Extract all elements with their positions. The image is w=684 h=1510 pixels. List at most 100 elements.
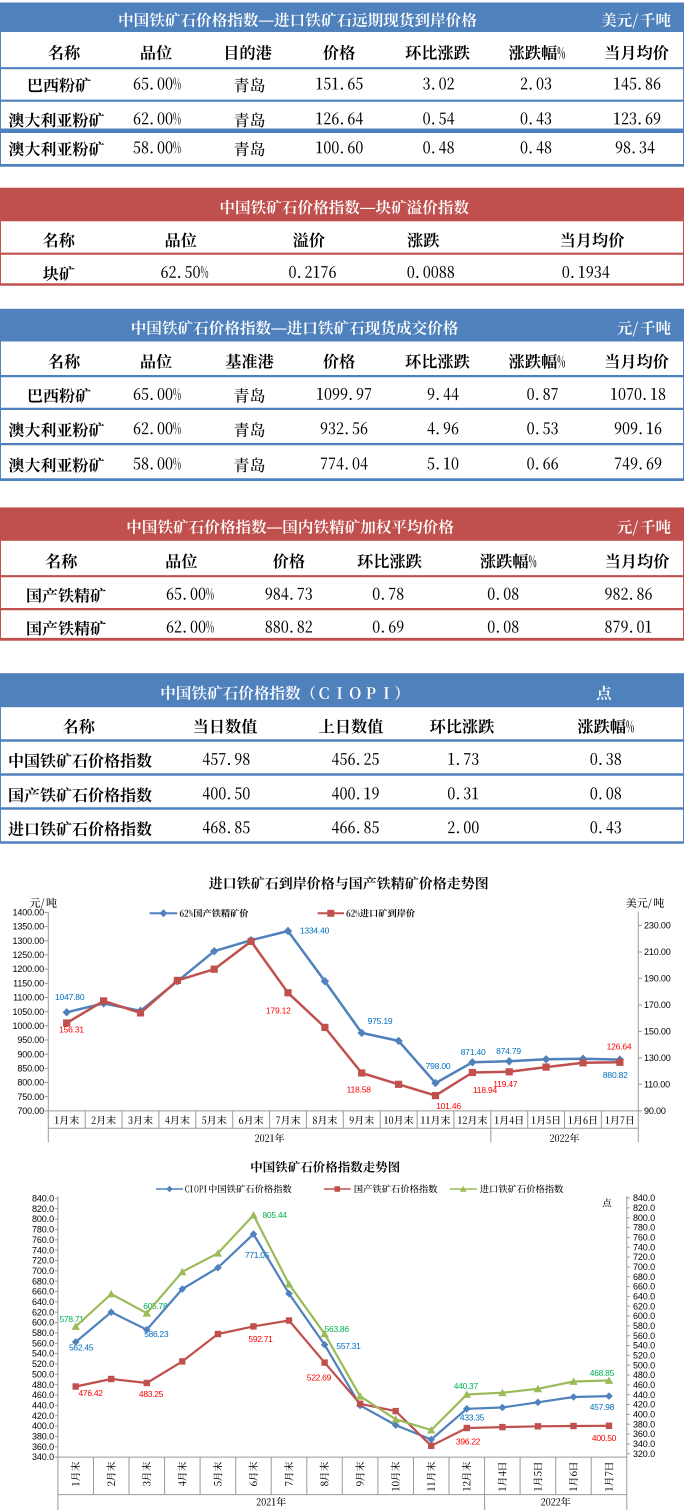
svg-text:1050.00: 1050.00 [13, 1007, 45, 1017]
svg-text:800.0: 800.0 [633, 1213, 655, 1223]
svg-text:562.45: 562.45 [69, 1342, 94, 1352]
svg-text:640.0: 640.0 [32, 1297, 54, 1307]
svg-text:400.50: 400.50 [592, 1433, 617, 1443]
svg-text:700.00: 700.00 [17, 1106, 44, 1116]
svg-text:440.0: 440.0 [633, 1390, 655, 1400]
svg-text:118.94: 118.94 [473, 1085, 498, 1095]
svg-text:850.00: 850.00 [17, 1064, 44, 1074]
svg-text:118.58: 118.58 [347, 1085, 372, 1095]
svg-text:480.0: 480.0 [32, 1380, 54, 1390]
svg-text:1250.00: 1250.00 [13, 950, 45, 960]
svg-text:640.0: 640.0 [633, 1292, 655, 1302]
svg-text:874.79: 874.79 [496, 1046, 521, 1056]
svg-text:871.40: 871.40 [461, 1047, 486, 1057]
svg-text:605.78: 605.78 [143, 1301, 168, 1311]
svg-text:560.0: 560.0 [32, 1338, 54, 1348]
svg-text:950.00: 950.00 [17, 1035, 44, 1045]
svg-text:580.0: 580.0 [633, 1321, 655, 1331]
svg-text:840.0: 840.0 [32, 1194, 54, 1204]
svg-text:468.85: 468.85 [590, 1368, 615, 1378]
svg-text:520.0: 520.0 [633, 1351, 655, 1361]
svg-text:660.0: 660.0 [32, 1287, 54, 1297]
svg-text:680.0: 680.0 [32, 1276, 54, 1286]
svg-text:500.0: 500.0 [633, 1360, 655, 1370]
svg-text:130.00: 130.00 [644, 1053, 671, 1063]
svg-text:440.0: 440.0 [32, 1401, 54, 1411]
svg-text:360.0: 360.0 [633, 1429, 655, 1439]
svg-text:457.98: 457.98 [590, 1402, 615, 1412]
svg-text:522.69: 522.69 [307, 1372, 332, 1382]
svg-text:483.25: 483.25 [139, 1389, 164, 1399]
svg-text:740.0: 740.0 [32, 1245, 54, 1255]
svg-text:563.86: 563.86 [325, 1324, 350, 1334]
svg-text:760.0: 760.0 [633, 1233, 655, 1243]
svg-text:500.0: 500.0 [32, 1369, 54, 1379]
svg-text:620.0: 620.0 [633, 1301, 655, 1311]
svg-text:110.00: 110.00 [644, 1079, 670, 1089]
svg-text:400.0: 400.0 [633, 1410, 655, 1420]
svg-text:1334.40: 1334.40 [300, 926, 330, 936]
svg-text:750.00: 750.00 [17, 1092, 44, 1102]
svg-text:420.0: 420.0 [32, 1411, 54, 1421]
svg-text:1047.80: 1047.80 [55, 992, 85, 1002]
svg-text:900.00: 900.00 [17, 1049, 44, 1059]
svg-text:476.42: 476.42 [78, 1388, 103, 1398]
svg-text:190.00: 190.00 [644, 974, 671, 984]
svg-text:540.0: 540.0 [32, 1349, 54, 1359]
svg-text:396.22: 396.22 [456, 1436, 481, 1446]
svg-text:720.0: 720.0 [633, 1252, 655, 1262]
svg-text:586.23: 586.23 [144, 1329, 169, 1339]
svg-text:440.37: 440.37 [454, 1381, 479, 1391]
svg-text:119.47: 119.47 [493, 1079, 518, 1089]
svg-text:340.0: 340.0 [32, 1452, 54, 1462]
svg-text:156.31: 156.31 [59, 1025, 84, 1035]
svg-text:460.0: 460.0 [32, 1390, 54, 1400]
svg-text:578.71: 578.71 [59, 1314, 84, 1324]
svg-text:700.0: 700.0 [32, 1266, 54, 1276]
svg-text:1300.00: 1300.00 [13, 936, 45, 946]
svg-text:1350.00: 1350.00 [13, 922, 45, 932]
svg-text:600.0: 600.0 [32, 1318, 54, 1328]
svg-text:101.46: 101.46 [436, 1101, 461, 1111]
svg-text:780.0: 780.0 [633, 1223, 655, 1233]
svg-text:179.12: 179.12 [266, 1005, 291, 1015]
svg-text:460.0: 460.0 [633, 1380, 655, 1390]
svg-text:380.0: 380.0 [633, 1419, 655, 1429]
svg-text:880.82: 880.82 [603, 1070, 628, 1080]
svg-text:433.35: 433.35 [460, 1412, 485, 1422]
svg-text:480.0: 480.0 [633, 1370, 655, 1380]
svg-text:1400.00: 1400.00 [13, 908, 45, 918]
svg-text:798.00: 798.00 [426, 1061, 451, 1071]
svg-text:150.00: 150.00 [644, 1027, 671, 1037]
svg-text:840.0: 840.0 [633, 1193, 655, 1203]
svg-text:760.0: 760.0 [32, 1235, 54, 1245]
svg-text:560.0: 560.0 [633, 1331, 655, 1341]
svg-text:600.0: 600.0 [633, 1311, 655, 1321]
svg-text:720.0: 720.0 [32, 1256, 54, 1266]
svg-text:820.0: 820.0 [32, 1204, 54, 1214]
svg-text:400.0: 400.0 [32, 1421, 54, 1431]
svg-text:90.00: 90.00 [644, 1106, 666, 1116]
svg-text:230.00: 230.00 [644, 921, 671, 931]
svg-text:592.71: 592.71 [248, 1334, 273, 1344]
svg-text:520.0: 520.0 [32, 1359, 54, 1369]
svg-text:660.0: 660.0 [633, 1282, 655, 1292]
svg-text:380.0: 380.0 [32, 1432, 54, 1442]
svg-text:340.0: 340.0 [633, 1439, 655, 1449]
svg-text:780.0: 780.0 [32, 1225, 54, 1235]
svg-text:557.31: 557.31 [336, 1341, 361, 1351]
svg-text:1150.00: 1150.00 [13, 978, 44, 988]
svg-text:771.05: 771.05 [245, 1250, 270, 1260]
svg-text:800.00: 800.00 [17, 1078, 44, 1088]
svg-text:820.0: 820.0 [633, 1203, 655, 1213]
svg-text:420.0: 420.0 [633, 1400, 655, 1410]
svg-text:700.0: 700.0 [633, 1262, 655, 1272]
svg-text:1200.00: 1200.00 [13, 964, 45, 974]
svg-text:540.0: 540.0 [633, 1341, 655, 1351]
svg-text:740.0: 740.0 [633, 1242, 655, 1252]
svg-text:360.0: 360.0 [32, 1442, 54, 1452]
svg-text:1100.00: 1100.00 [13, 993, 44, 1003]
svg-text:805.44: 805.44 [262, 1210, 287, 1220]
svg-text:320.0: 320.0 [633, 1449, 655, 1459]
svg-text:680.0: 680.0 [633, 1272, 655, 1282]
